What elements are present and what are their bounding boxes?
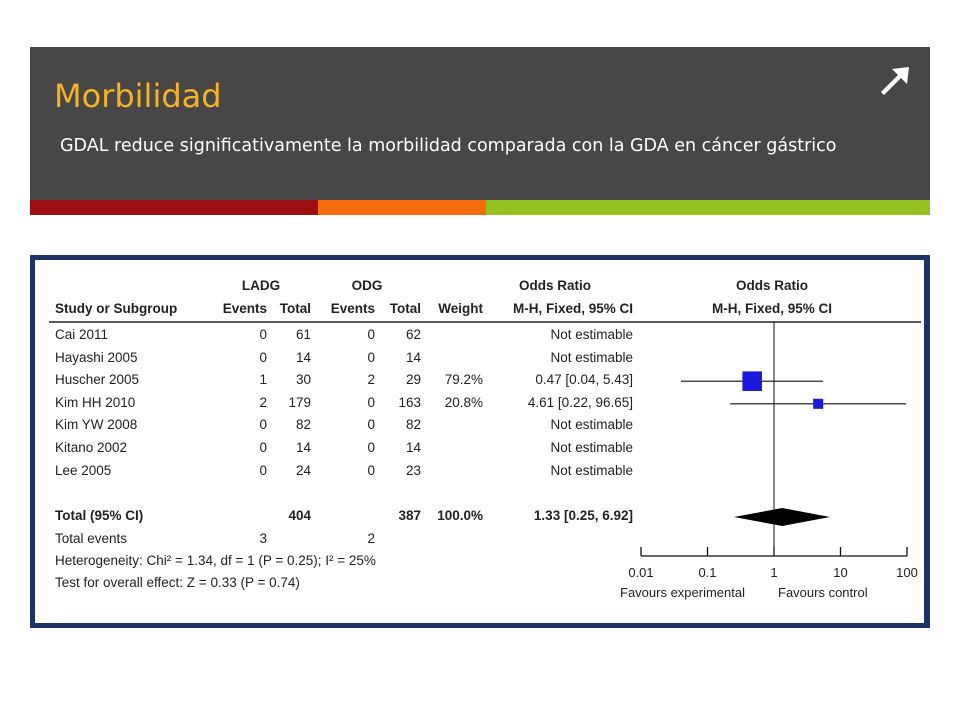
row-or-text: Not estimable xyxy=(550,349,633,365)
row-ctrl-total: 163 xyxy=(398,394,421,410)
heterogeneity-text: Heterogeneity: Chi² = 1.34, df = 1 (P = … xyxy=(55,553,376,568)
favours-right-label: Favours control xyxy=(778,585,868,600)
slide-subtitle: GDAL reduce significativamente la morbil… xyxy=(60,136,837,156)
row-or-text: Not estimable xyxy=(550,462,633,478)
col-or-plot: M-H, Fixed, 95% CI xyxy=(711,301,833,316)
study-estimate-box xyxy=(742,371,762,391)
row-study-name: Huscher 2005 xyxy=(55,372,140,388)
x-tick-label: 100 xyxy=(896,565,918,580)
row-exp-total: 24 xyxy=(295,462,311,478)
row-ctrl-events: 0 xyxy=(367,417,375,433)
col-exp-total: Total xyxy=(279,301,311,316)
row-exp-total: 14 xyxy=(295,440,311,455)
total-exp-total: 404 xyxy=(288,508,311,523)
total-events-exp: 3 xyxy=(259,531,267,546)
overall-effect-text: Test for overall effect: Z = 0.33 (P = 0… xyxy=(55,575,300,590)
total-label: Total (95% CI) xyxy=(55,508,144,523)
row-study-name: Kitano 2002 xyxy=(55,440,128,455)
col-weight: Weight xyxy=(438,301,483,316)
row-exp-events: 0 xyxy=(259,327,267,342)
forest-plot: LADG ODG Odds Ratio Odds Ratio Study or … xyxy=(35,260,924,623)
study-estimate-box xyxy=(813,398,824,409)
row-exp-total: 61 xyxy=(295,327,311,342)
row-or-text: 4.61 [0.22, 96.65] xyxy=(527,394,633,410)
x-tick-label: 0.01 xyxy=(628,565,654,580)
row-ctrl-events: 0 xyxy=(367,462,375,478)
row-exp-events: 2 xyxy=(259,394,267,410)
row-exp-events: 0 xyxy=(259,462,267,478)
row-exp-total: 82 xyxy=(295,417,311,433)
row-exp-events: 1 xyxy=(259,372,267,388)
col-or-text: M-H, Fixed, 95% CI xyxy=(512,301,633,316)
row-or-text: Not estimable xyxy=(550,440,633,455)
row-study-name: Lee 2005 xyxy=(55,462,112,478)
row-or-text: Not estimable xyxy=(550,417,633,433)
row-ctrl-total: 29 xyxy=(405,372,421,388)
x-tick-label: 1 xyxy=(770,565,778,580)
forest-plot-svg xyxy=(49,321,921,557)
col-ctrl-events: Events xyxy=(330,301,375,316)
row-weight: 20.8% xyxy=(444,394,483,410)
row-ctrl-total: 14 xyxy=(405,349,421,365)
col-study: Study or Subgroup xyxy=(55,301,178,316)
row-ctrl-total: 23 xyxy=(405,462,421,478)
row-exp-total: 30 xyxy=(295,372,311,388)
forest-plot-frame: LADG ODG Odds Ratio Odds Ratio Study or … xyxy=(30,255,930,628)
row-exp-total: 179 xyxy=(288,394,311,410)
row-study-name: Kim YW 2008 xyxy=(55,417,138,433)
arrow-up-right-icon xyxy=(881,67,909,95)
row-exp-events: 0 xyxy=(259,349,267,365)
x-tick-label: 10 xyxy=(833,565,848,580)
row-ctrl-events: 0 xyxy=(367,327,375,342)
row-ctrl-events: 0 xyxy=(367,349,375,365)
group-header-ctrl: ODG xyxy=(351,278,383,293)
slide-title: Morbilidad xyxy=(54,77,222,115)
favours-left-label: Favours experimental xyxy=(620,585,745,600)
row-ctrl-events: 0 xyxy=(367,394,375,410)
row-weight: 79.2% xyxy=(444,372,483,388)
accent-stripe-orange xyxy=(318,200,486,215)
total-ctrl-total: 387 xyxy=(398,508,421,523)
row-study-name: Cai 2011 xyxy=(55,327,109,342)
row-ctrl-events: 2 xyxy=(367,372,375,388)
group-header-or-text: Odds Ratio xyxy=(518,278,591,293)
row-study-name: Hayashi 2005 xyxy=(55,349,138,365)
total-events-ctrl: 2 xyxy=(367,531,375,546)
group-header-or-plot: Odds Ratio xyxy=(735,278,808,293)
accent-stripe-red xyxy=(30,200,318,215)
total-or-text: 1.33 [0.25, 6.92] xyxy=(533,508,633,523)
accent-stripe-green xyxy=(486,200,930,215)
row-ctrl-events: 0 xyxy=(367,440,375,455)
row-exp-events: 0 xyxy=(259,417,267,433)
row-ctrl-total: 82 xyxy=(405,417,421,433)
row-ctrl-total: 62 xyxy=(405,327,421,342)
row-ctrl-total: 14 xyxy=(405,440,421,455)
col-exp-events: Events xyxy=(222,301,267,316)
row-study-name: Kim HH 2010 xyxy=(55,394,136,410)
row-exp-total: 14 xyxy=(295,349,311,365)
total-weight: 100.0% xyxy=(437,508,483,523)
row-or-text: 0.47 [0.04, 5.43] xyxy=(535,372,633,388)
total-diamond xyxy=(733,508,830,526)
row-exp-events: 0 xyxy=(259,440,267,455)
total-events-label: Total events xyxy=(55,531,128,546)
x-tick-label: 0.1 xyxy=(698,565,717,580)
row-or-text: Not estimable xyxy=(550,327,633,342)
col-ctrl-total: Total xyxy=(389,301,421,316)
group-header-exp: LADG xyxy=(241,278,281,293)
slide-header: Morbilidad GDAL reduce significativament… xyxy=(30,47,930,200)
